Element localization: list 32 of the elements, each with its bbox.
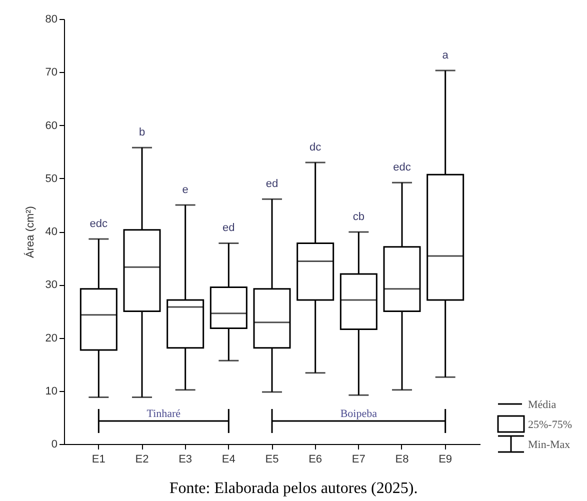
annotation: edc bbox=[393, 162, 412, 174]
x-tick-label: E1 bbox=[92, 454, 106, 466]
y-tick-label: 0 bbox=[51, 438, 58, 450]
annotation: dc bbox=[310, 141, 322, 154]
y-axis-title: Área (cm²) bbox=[23, 206, 36, 258]
annotation: b bbox=[138, 126, 146, 139]
annotation: e bbox=[182, 184, 188, 196]
x-tick-label: E9 bbox=[438, 454, 452, 466]
x-tick-label: E2 bbox=[135, 454, 149, 466]
annotation: ed bbox=[222, 222, 235, 234]
x-tick-label: E8 bbox=[395, 454, 409, 466]
x-tick-label: E5 bbox=[265, 454, 279, 466]
key: Média 25%-75% Min-Max bbox=[497, 399, 572, 453]
annotation: a bbox=[442, 50, 450, 62]
y-tick-label: 20 bbox=[45, 332, 58, 344]
y-tick-label: 80 bbox=[45, 14, 58, 26]
annotation: cb bbox=[352, 211, 364, 224]
y-tick-label: 40 bbox=[45, 226, 58, 238]
x-tick-label: E3 bbox=[178, 454, 192, 466]
y-tick-label: 50 bbox=[45, 172, 58, 185]
y-tick-label: 60 bbox=[45, 120, 58, 132]
annotation: Boipeba bbox=[340, 408, 378, 420]
x-tick-label: E4 bbox=[222, 454, 236, 466]
y-tick-label: 70 bbox=[45, 66, 58, 79]
x-tick-label: E7 bbox=[352, 454, 366, 466]
source-note: Fonte: Elaborada pelos autores (2025). bbox=[168, 480, 419, 498]
x-tick-label: E6 bbox=[308, 454, 322, 466]
annotation: Tinharé bbox=[146, 408, 181, 420]
y-tick-label: 10 bbox=[45, 385, 58, 398]
y-tick-label: 30 bbox=[45, 279, 58, 292]
annotation: ed bbox=[266, 178, 278, 190]
annotation: edc bbox=[90, 218, 108, 230]
